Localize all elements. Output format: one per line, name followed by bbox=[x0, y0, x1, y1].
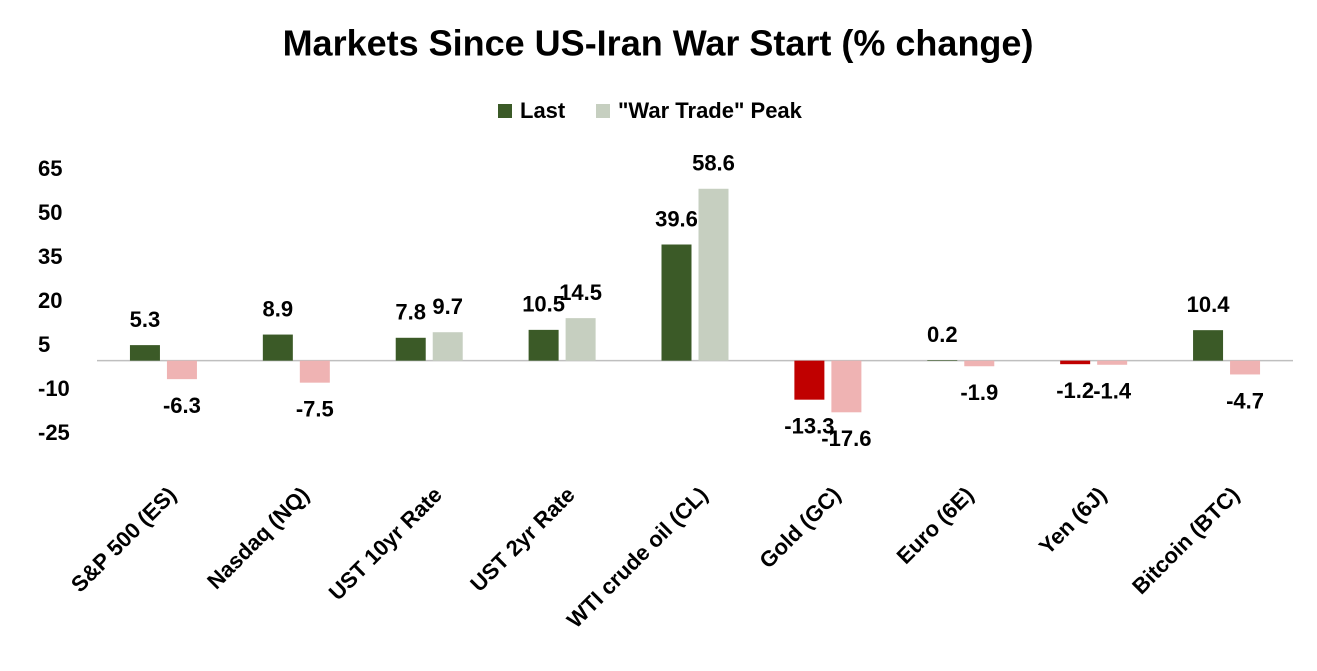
bar bbox=[299, 360, 330, 383]
bar bbox=[831, 360, 862, 413]
x-tick-label: Gold (GC) bbox=[754, 482, 845, 573]
y-tick-label: 65 bbox=[38, 156, 62, 181]
value-label: -17.6 bbox=[821, 426, 871, 451]
bar bbox=[1193, 330, 1224, 361]
value-label: -13.3 bbox=[784, 413, 834, 438]
bar bbox=[1060, 360, 1091, 365]
bar bbox=[528, 329, 559, 361]
value-label: 0.2 bbox=[927, 322, 958, 347]
legend-label: Last bbox=[520, 98, 566, 123]
bar bbox=[262, 334, 293, 361]
y-tick-label: -25 bbox=[38, 420, 70, 445]
bar bbox=[1097, 360, 1128, 365]
y-tick-label: 50 bbox=[38, 200, 62, 225]
bar bbox=[661, 244, 692, 361]
value-label: -1.9 bbox=[960, 380, 998, 405]
bar bbox=[129, 345, 160, 361]
value-label: 10.5 bbox=[522, 292, 565, 317]
value-label: 39.6 bbox=[655, 206, 698, 231]
value-label: 8.9 bbox=[263, 296, 294, 321]
x-tick-label: Nasdaq (NQ) bbox=[202, 482, 314, 594]
bar bbox=[395, 337, 426, 361]
y-tick-label: 20 bbox=[38, 288, 62, 313]
value-label: 7.8 bbox=[395, 300, 426, 325]
x-tick-label: S&P 500 (ES) bbox=[66, 482, 181, 597]
value-label: 10.4 bbox=[1187, 292, 1231, 317]
y-tick-label: 5 bbox=[38, 332, 50, 357]
value-label: 9.7 bbox=[432, 294, 463, 319]
chart-title: Markets Since US-Iran War Start (% chang… bbox=[283, 23, 1034, 64]
bar bbox=[698, 188, 729, 361]
value-label: -1.2 bbox=[1056, 378, 1094, 403]
bar bbox=[432, 332, 463, 361]
value-label: -1.4 bbox=[1093, 379, 1132, 404]
x-tick-label: WTI crude oil (CL) bbox=[562, 482, 713, 633]
value-label: -4.7 bbox=[1226, 388, 1264, 413]
bar bbox=[927, 360, 958, 361]
x-tick-label: UST 10yr Rate bbox=[324, 482, 447, 605]
value-label: 58.6 bbox=[692, 151, 735, 176]
y-tick-label: -10 bbox=[38, 376, 70, 401]
value-label: -6.3 bbox=[163, 393, 201, 418]
x-tick-label: Bitcoin (BTC) bbox=[1127, 482, 1244, 599]
x-tick-label: UST 2yr Rate bbox=[465, 482, 580, 597]
value-label: -7.5 bbox=[296, 396, 334, 421]
bar bbox=[166, 360, 197, 380]
x-tick-label: Euro (6E) bbox=[892, 482, 979, 569]
bar bbox=[794, 360, 825, 400]
legend-swatch bbox=[596, 104, 610, 118]
legend-label: "War Trade" Peak bbox=[618, 98, 803, 123]
bar bbox=[964, 360, 995, 367]
value-label: 14.5 bbox=[559, 280, 602, 305]
value-label: 5.3 bbox=[130, 307, 161, 332]
x-tick-label: Yen (6J) bbox=[1034, 482, 1111, 559]
bar bbox=[1230, 360, 1261, 375]
y-tick-label: 35 bbox=[38, 244, 62, 269]
legend-swatch bbox=[498, 104, 512, 118]
bar bbox=[565, 318, 596, 361]
